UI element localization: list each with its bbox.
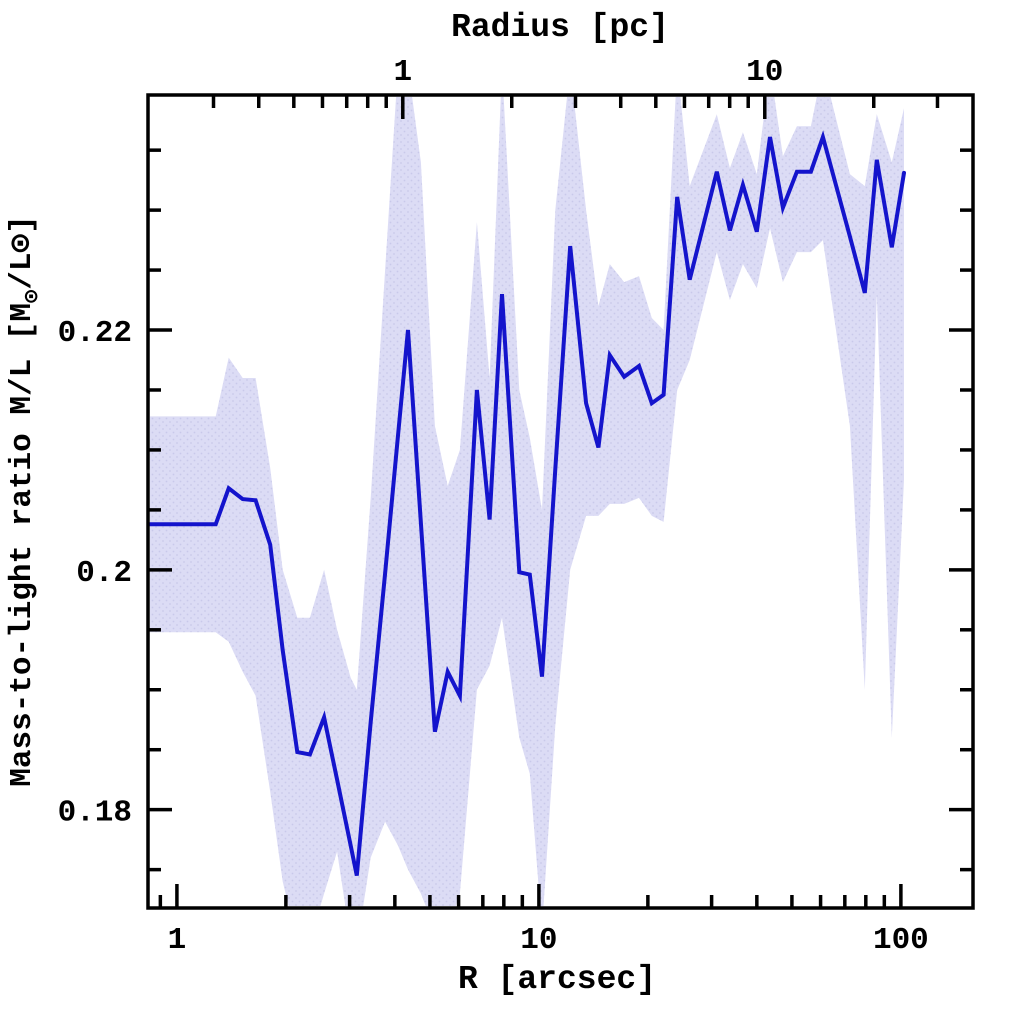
bottom-axis-title: R [arcsec] (458, 961, 656, 998)
bottom-axis-tick-labels: 1 10 100 (168, 923, 929, 958)
tick-label: 10 (520, 923, 557, 958)
tick-label: 100 (873, 923, 929, 958)
tick-label: 0.22 (58, 316, 132, 351)
tick-label: 10 (746, 55, 783, 90)
top-axis-ticks (211, 95, 940, 119)
ml-curve (148, 130, 906, 876)
top-axis-tick-labels: 1 10 (393, 55, 783, 90)
top-axis-title: Radius [pc] (451, 9, 669, 46)
left-axis-tick-labels: 0.18 0.2 0.22 (58, 316, 132, 831)
uncertainty-band (150, 97, 904, 906)
tick-label: 1 (393, 55, 412, 90)
left-axis-ticks (148, 148, 172, 872)
tick-label: 1 (168, 923, 187, 958)
tick-label: 0.2 (76, 556, 132, 591)
plot-frame (146, 93, 975, 910)
y-axis-title-main: Mass-to-light ratio M/L [M (5, 303, 40, 787)
bottom-axis-ticks (158, 884, 903, 908)
y-axis-title: Mass-to-light ratio M/L [M⊙/L⊙] (5, 215, 45, 786)
tick-label: 0.18 (58, 796, 132, 831)
y-axis-title-end: /L⊙] (5, 215, 40, 289)
sun-symbol-subscript: ⊙ (20, 290, 45, 303)
right-axis-ticks (949, 148, 973, 872)
